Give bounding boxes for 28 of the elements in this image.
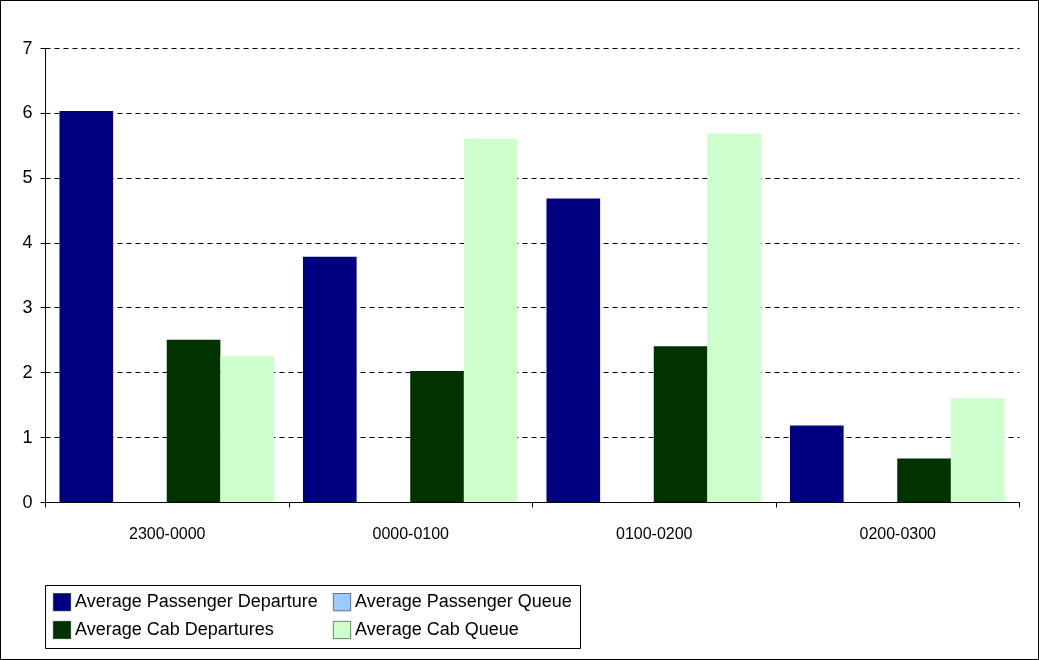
bar — [789, 425, 844, 502]
y-tick-label: 4 — [22, 232, 33, 253]
y-tick-label: 0 — [22, 491, 33, 512]
bar — [950, 398, 1005, 502]
y-tick-label: 6 — [22, 102, 33, 123]
bar — [546, 198, 601, 502]
bar — [166, 339, 221, 502]
legend-label: Average Cab Departures — [75, 619, 274, 639]
bar — [220, 356, 275, 502]
x-tick-label: 2300-0000 — [128, 524, 206, 542]
x-tick-label: 0000-0100 — [372, 524, 450, 542]
bar — [653, 346, 708, 502]
y-tick-label: 2 — [22, 361, 33, 382]
legend-label: Average Passenger Queue — [355, 591, 572, 612]
y-tick-label: 1 — [22, 426, 33, 447]
y-tick-label: 3 — [22, 296, 33, 317]
bar — [897, 458, 951, 502]
bar — [707, 133, 762, 502]
bar — [463, 138, 518, 502]
legend-label: Average Passenger Departure — [75, 591, 318, 612]
y-tick-label: 5 — [22, 167, 33, 188]
bar — [410, 370, 464, 502]
legend-label: Average Cab Queue — [355, 619, 519, 639]
x-tick-label: 0100-0200 — [615, 524, 693, 542]
bar — [302, 256, 357, 502]
bar — [59, 110, 114, 502]
y-tick-label: 7 — [22, 37, 33, 58]
x-tick-label: 0200-0300 — [859, 524, 937, 542]
